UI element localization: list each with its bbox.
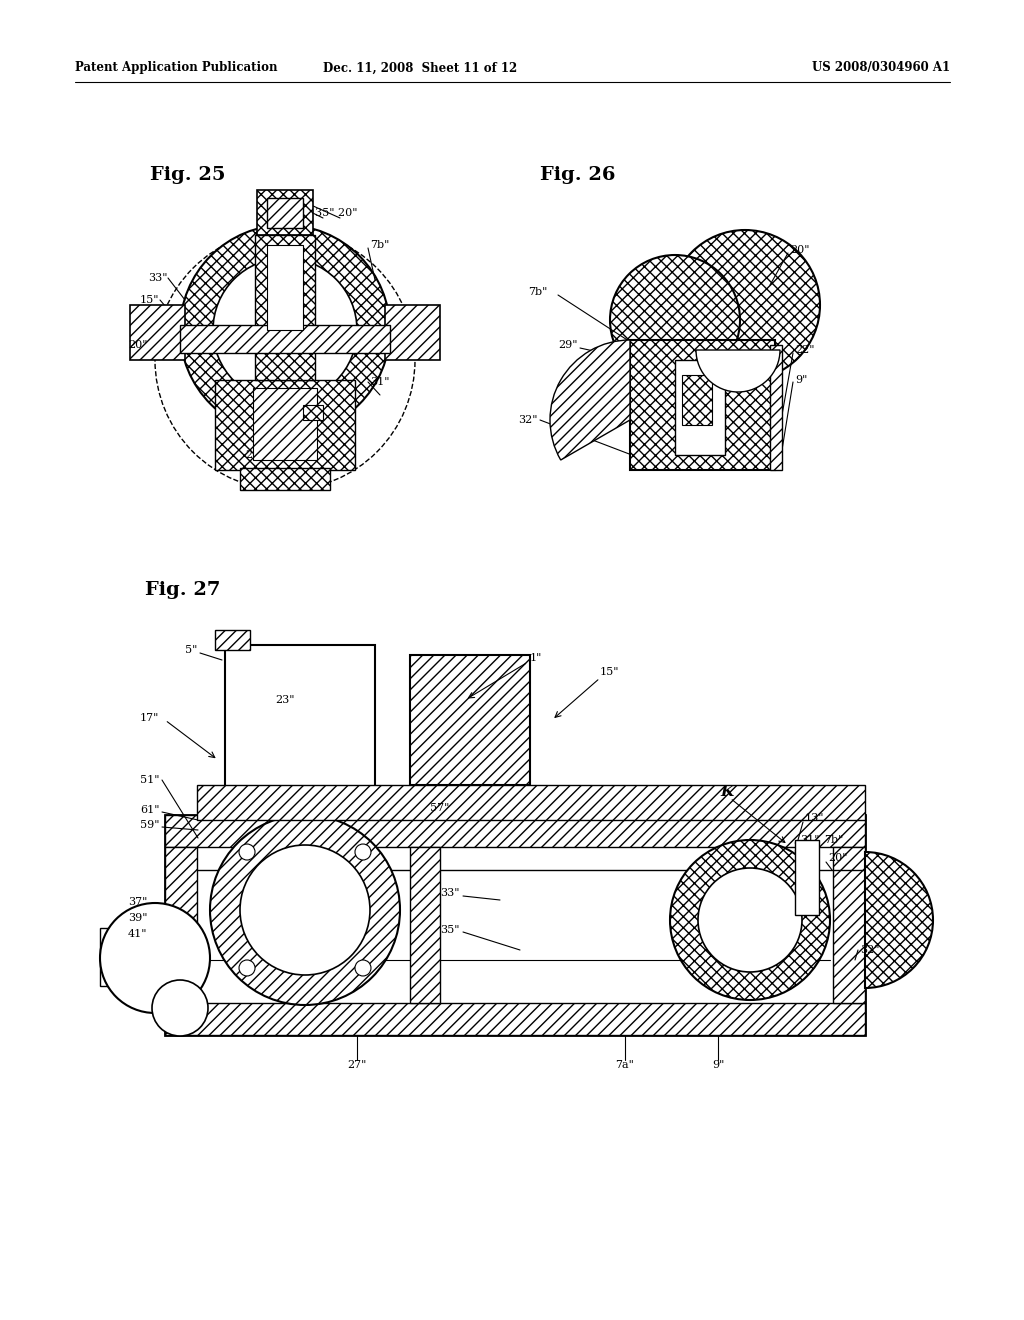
- Wedge shape: [865, 851, 933, 987]
- Text: Fig. 25: Fig. 25: [150, 166, 225, 183]
- Circle shape: [698, 869, 802, 972]
- Circle shape: [152, 979, 208, 1036]
- Circle shape: [355, 843, 371, 861]
- Text: 35" 20": 35" 20": [315, 209, 357, 218]
- Text: 29": 29": [558, 341, 578, 350]
- Bar: [165, 847, 197, 1003]
- Text: 9": 9": [795, 375, 807, 385]
- Text: 59": 59": [140, 820, 160, 830]
- Text: 39": 39": [128, 913, 147, 923]
- Bar: [385, 305, 440, 360]
- Bar: [255, 235, 315, 380]
- Text: 41": 41": [128, 929, 147, 939]
- Text: 61": 61": [140, 805, 160, 814]
- Circle shape: [100, 903, 210, 1012]
- Circle shape: [670, 230, 820, 380]
- Text: 27": 27": [246, 450, 264, 459]
- Bar: [795, 840, 819, 915]
- Text: 7a": 7a": [280, 389, 299, 400]
- Text: K: K: [720, 785, 733, 799]
- Text: 5": 5": [185, 645, 198, 655]
- Text: 29": 29": [725, 917, 744, 927]
- Text: 7b": 7b": [370, 240, 389, 249]
- Text: 37": 37": [128, 898, 147, 907]
- Text: 7b": 7b": [528, 286, 548, 297]
- Bar: [215, 630, 250, 649]
- Circle shape: [355, 960, 371, 975]
- Text: Fig. 26: Fig. 26: [540, 166, 615, 183]
- Text: 17": 17": [140, 713, 160, 723]
- Circle shape: [239, 843, 255, 861]
- Text: 35": 35": [440, 925, 460, 935]
- Text: 7a": 7a": [615, 1060, 635, 1071]
- Circle shape: [610, 255, 740, 385]
- Wedge shape: [696, 350, 780, 392]
- Text: 27": 27": [347, 1060, 367, 1071]
- Text: US 2008/0304960 A1: US 2008/0304960 A1: [812, 62, 950, 74]
- Circle shape: [213, 257, 357, 403]
- Bar: [225, 645, 375, 814]
- Bar: [197, 785, 865, 820]
- Text: 22": 22": [795, 345, 814, 355]
- Text: 33": 33": [148, 273, 168, 282]
- Bar: [165, 1003, 865, 1035]
- Text: 13": 13": [805, 813, 824, 822]
- Bar: [257, 190, 313, 235]
- Circle shape: [180, 224, 390, 436]
- Text: 15": 15": [600, 667, 620, 677]
- Bar: [215, 380, 355, 470]
- Text: 20": 20": [790, 246, 810, 255]
- Bar: [303, 405, 323, 420]
- Text: 15": 15": [140, 294, 160, 305]
- Text: 20": 20": [128, 341, 147, 350]
- Text: 32": 32": [518, 414, 538, 425]
- Text: 1": 1": [530, 653, 543, 663]
- Bar: [682, 375, 712, 425]
- Bar: [410, 655, 530, 785]
- Bar: [165, 814, 865, 1035]
- Bar: [253, 388, 317, 459]
- Bar: [180, 325, 390, 352]
- Text: Fig. 27: Fig. 27: [145, 581, 220, 599]
- Text: 45": 45": [281, 907, 300, 917]
- Bar: [770, 345, 782, 470]
- Bar: [833, 847, 865, 1003]
- Text: 32": 32": [860, 945, 880, 954]
- Circle shape: [239, 960, 255, 975]
- Text: 57": 57": [430, 803, 450, 813]
- Wedge shape: [550, 341, 630, 459]
- Circle shape: [670, 840, 830, 1001]
- Text: 20": 20": [828, 853, 848, 863]
- Bar: [267, 198, 303, 228]
- Bar: [410, 847, 440, 1003]
- Text: Patent Application Publication: Patent Application Publication: [75, 62, 278, 74]
- Circle shape: [210, 814, 400, 1005]
- Bar: [130, 305, 185, 360]
- Text: 9": 9": [712, 1060, 724, 1071]
- Bar: [675, 360, 725, 455]
- Text: 33": 33": [440, 888, 460, 898]
- Text: 31": 31": [370, 378, 389, 387]
- Bar: [630, 341, 775, 470]
- Bar: [240, 469, 330, 490]
- Circle shape: [240, 845, 370, 975]
- Text: 51": 51": [140, 775, 160, 785]
- Text: 7b": 7b": [824, 836, 844, 845]
- Text: 31": 31": [800, 836, 819, 845]
- Text: 23": 23": [275, 696, 295, 705]
- Bar: [165, 814, 865, 847]
- Bar: [100, 928, 168, 986]
- Text: Dec. 11, 2008  Sheet 11 of 12: Dec. 11, 2008 Sheet 11 of 12: [323, 62, 517, 74]
- Bar: [267, 246, 303, 330]
